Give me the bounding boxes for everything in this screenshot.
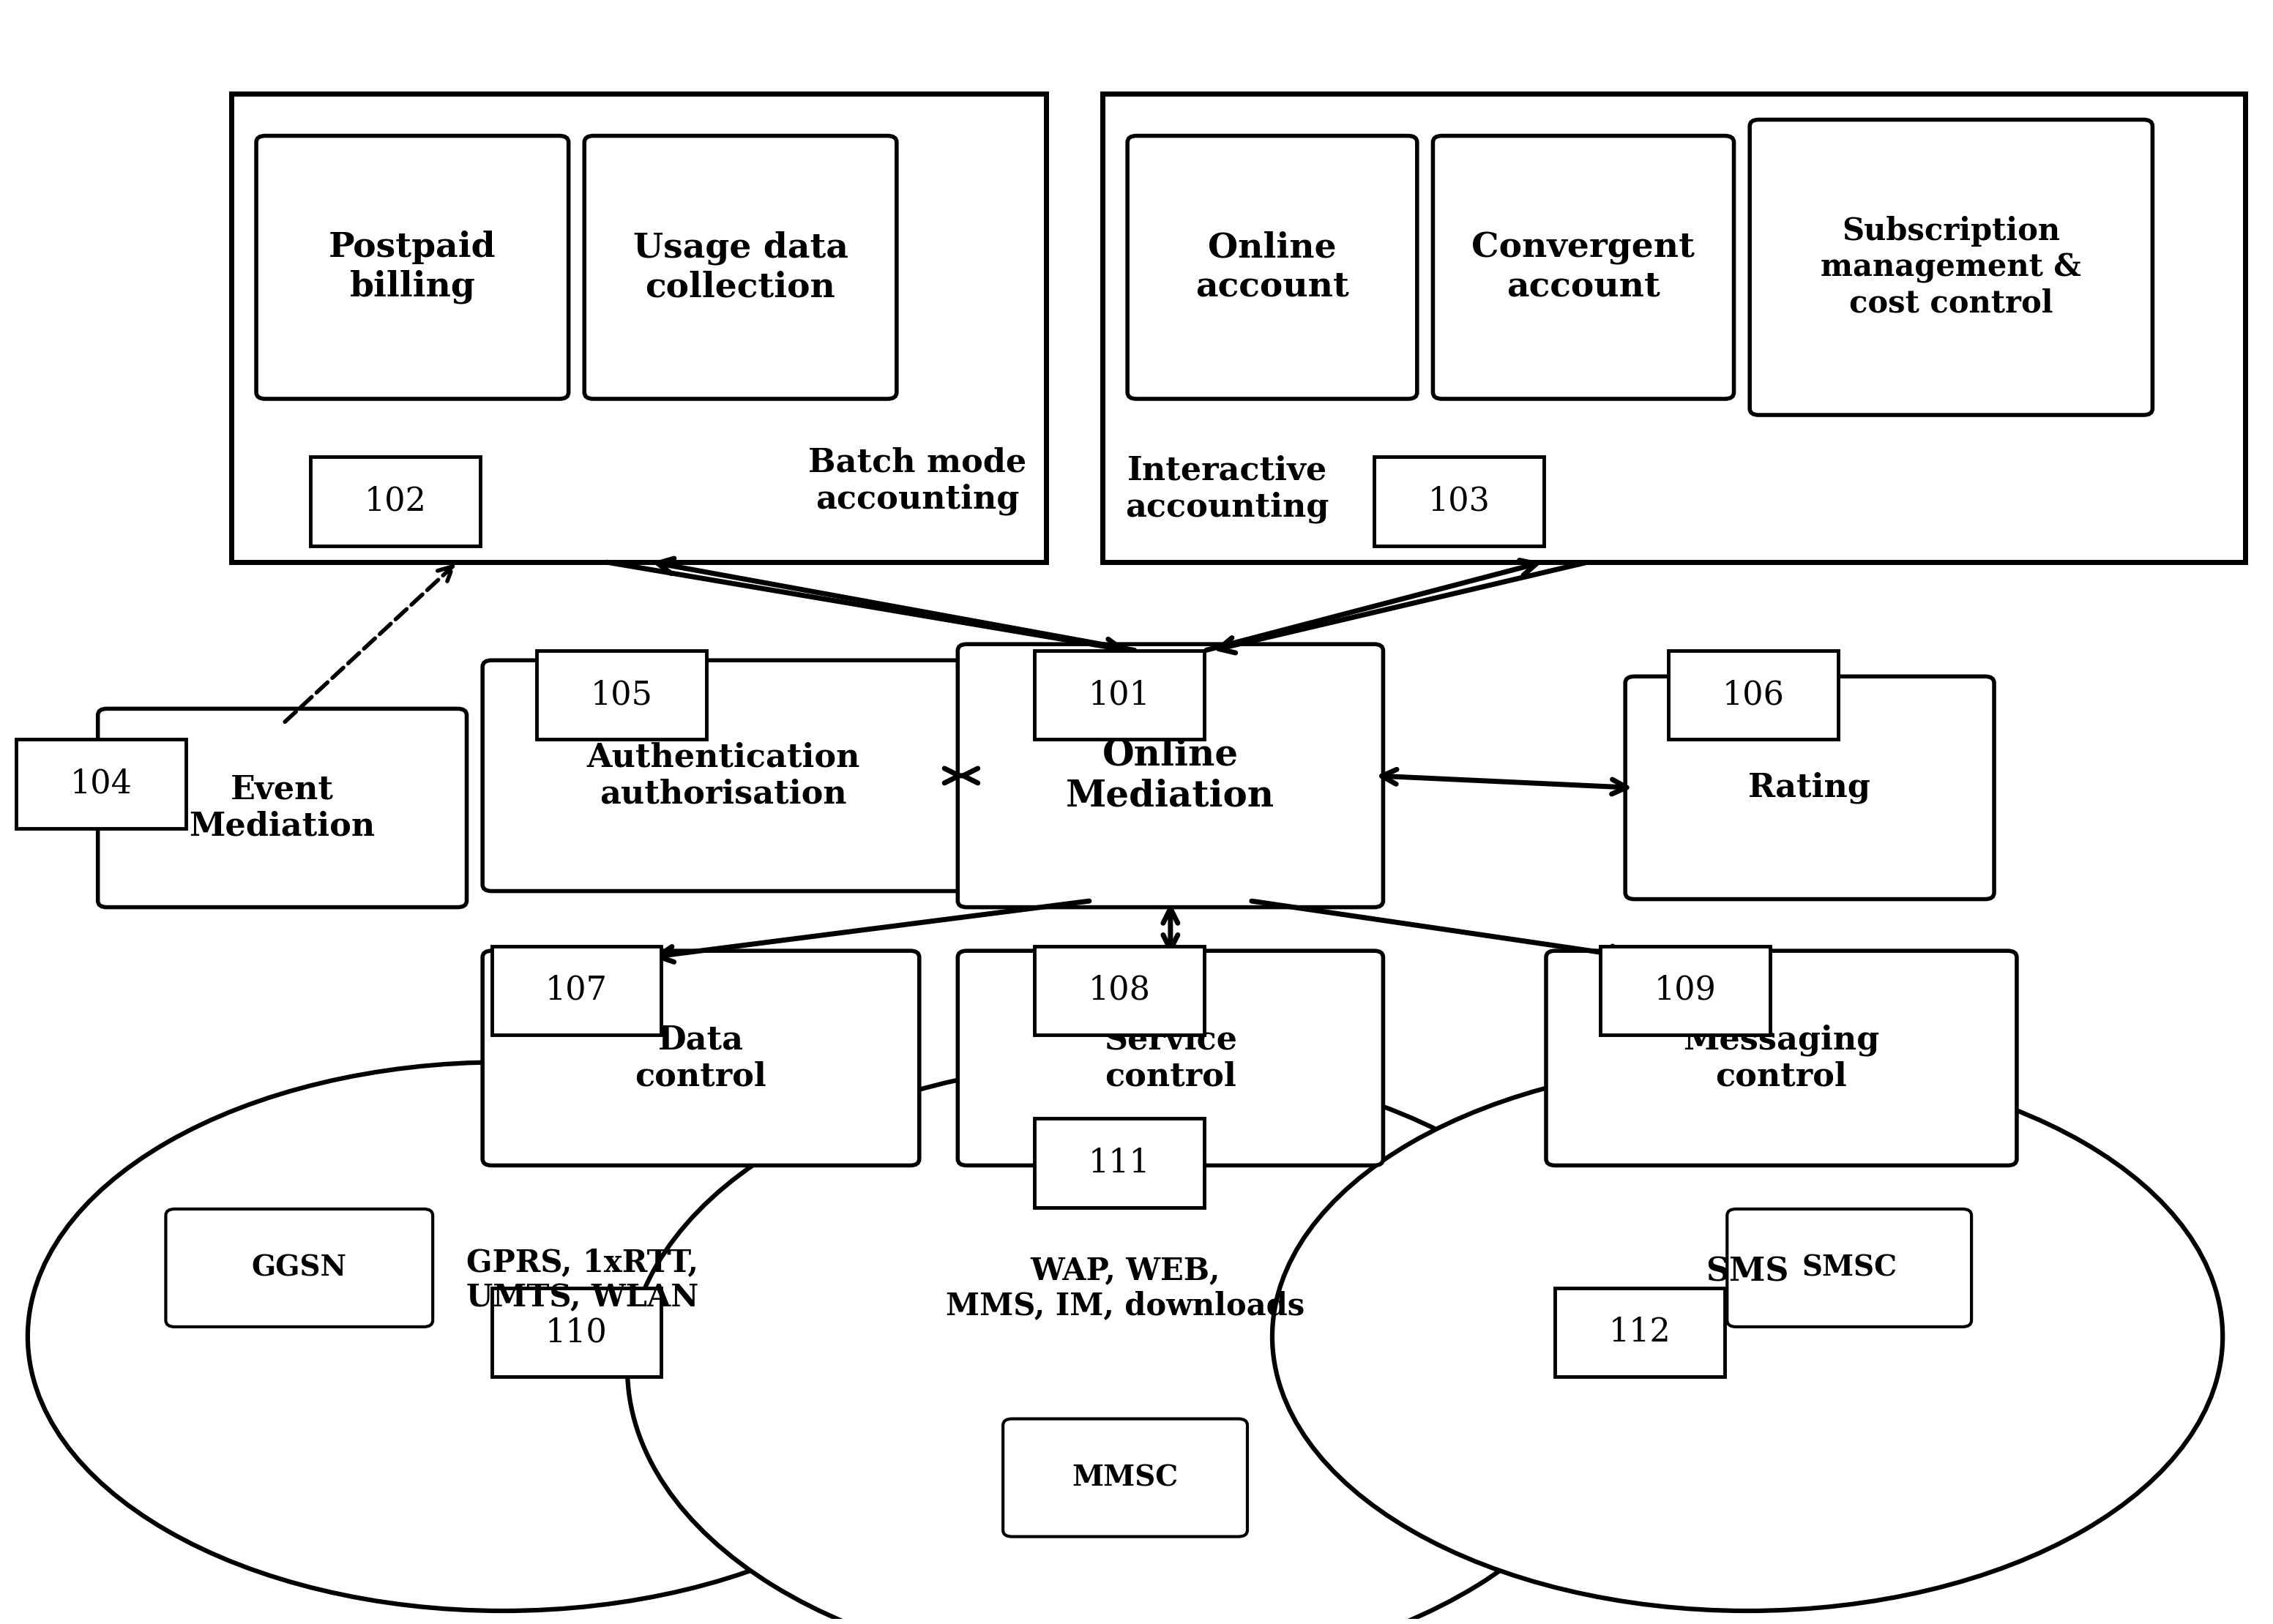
FancyBboxPatch shape [957,645,1384,908]
Text: Subscription
management &
cost control: Subscription management & cost control [1821,216,2082,318]
FancyBboxPatch shape [584,136,896,400]
FancyBboxPatch shape [1034,651,1205,739]
Text: Authentication
authorisation: Authentication authorisation [586,742,859,810]
FancyBboxPatch shape [1375,456,1543,546]
FancyBboxPatch shape [166,1208,432,1327]
FancyBboxPatch shape [491,945,661,1034]
FancyBboxPatch shape [311,456,480,546]
Text: 105: 105 [591,679,652,711]
FancyBboxPatch shape [1034,945,1205,1034]
FancyBboxPatch shape [482,661,964,892]
Ellipse shape [27,1062,977,1611]
Text: WAP, WEB,
MMS, IM, downloads: WAP, WEB, MMS, IM, downloads [946,1255,1305,1322]
Text: Service
control: Service control [1105,1025,1237,1091]
FancyBboxPatch shape [1600,945,1771,1034]
FancyBboxPatch shape [491,1288,661,1377]
FancyBboxPatch shape [1102,94,2246,562]
Text: Online
Mediation: Online Mediation [1066,737,1275,814]
Text: 112: 112 [1609,1317,1671,1348]
Ellipse shape [1273,1062,2223,1611]
Text: Interactive
accounting: Interactive accounting [1125,455,1330,523]
FancyBboxPatch shape [957,950,1384,1166]
FancyBboxPatch shape [1034,1119,1205,1207]
Text: 104: 104 [70,768,132,799]
Text: 106: 106 [1723,679,1784,711]
FancyBboxPatch shape [482,950,918,1166]
FancyBboxPatch shape [1555,1288,1725,1377]
Text: 107: 107 [546,974,607,1007]
Text: Messaging
control: Messaging control [1684,1025,1880,1093]
Text: GPRS, 1xRTT,
UMTS, WLAN: GPRS, 1xRTT, UMTS, WLAN [466,1247,698,1314]
Text: 101: 101 [1089,679,1150,711]
FancyBboxPatch shape [1727,1208,1971,1327]
Text: Postpaid
billing: Postpaid billing [330,231,496,304]
FancyBboxPatch shape [257,136,568,400]
FancyBboxPatch shape [16,739,186,828]
FancyBboxPatch shape [98,708,466,908]
FancyBboxPatch shape [1127,136,1416,400]
Text: 108: 108 [1089,974,1150,1007]
Text: Rating: Rating [1748,771,1871,804]
FancyBboxPatch shape [1750,120,2153,416]
Text: 109: 109 [1655,974,1716,1007]
Text: Usage data
collection: Usage data collection [632,231,848,304]
FancyBboxPatch shape [1432,136,1734,400]
Text: 103: 103 [1427,486,1491,516]
Ellipse shape [627,1062,1623,1624]
FancyBboxPatch shape [1546,950,2016,1166]
FancyBboxPatch shape [232,94,1046,562]
Text: Data
control: Data control [634,1025,766,1091]
FancyBboxPatch shape [1002,1419,1248,1536]
Text: Online
account: Online account [1196,231,1350,304]
FancyBboxPatch shape [1625,677,1993,900]
Text: SMSC: SMSC [1802,1254,1898,1281]
Text: 102: 102 [364,486,427,516]
Text: 111: 111 [1089,1147,1150,1179]
Text: GGSN: GGSN [252,1254,348,1281]
Text: Convergent
account: Convergent account [1473,231,1696,304]
Text: MMSC: MMSC [1073,1463,1177,1491]
FancyBboxPatch shape [536,651,707,739]
FancyBboxPatch shape [1668,651,1839,739]
Text: 110: 110 [546,1317,607,1348]
Text: Batch mode
accounting: Batch mode accounting [809,447,1027,515]
Text: SMS: SMS [1707,1257,1789,1288]
Text: Event
Mediation: Event Mediation [189,775,375,841]
